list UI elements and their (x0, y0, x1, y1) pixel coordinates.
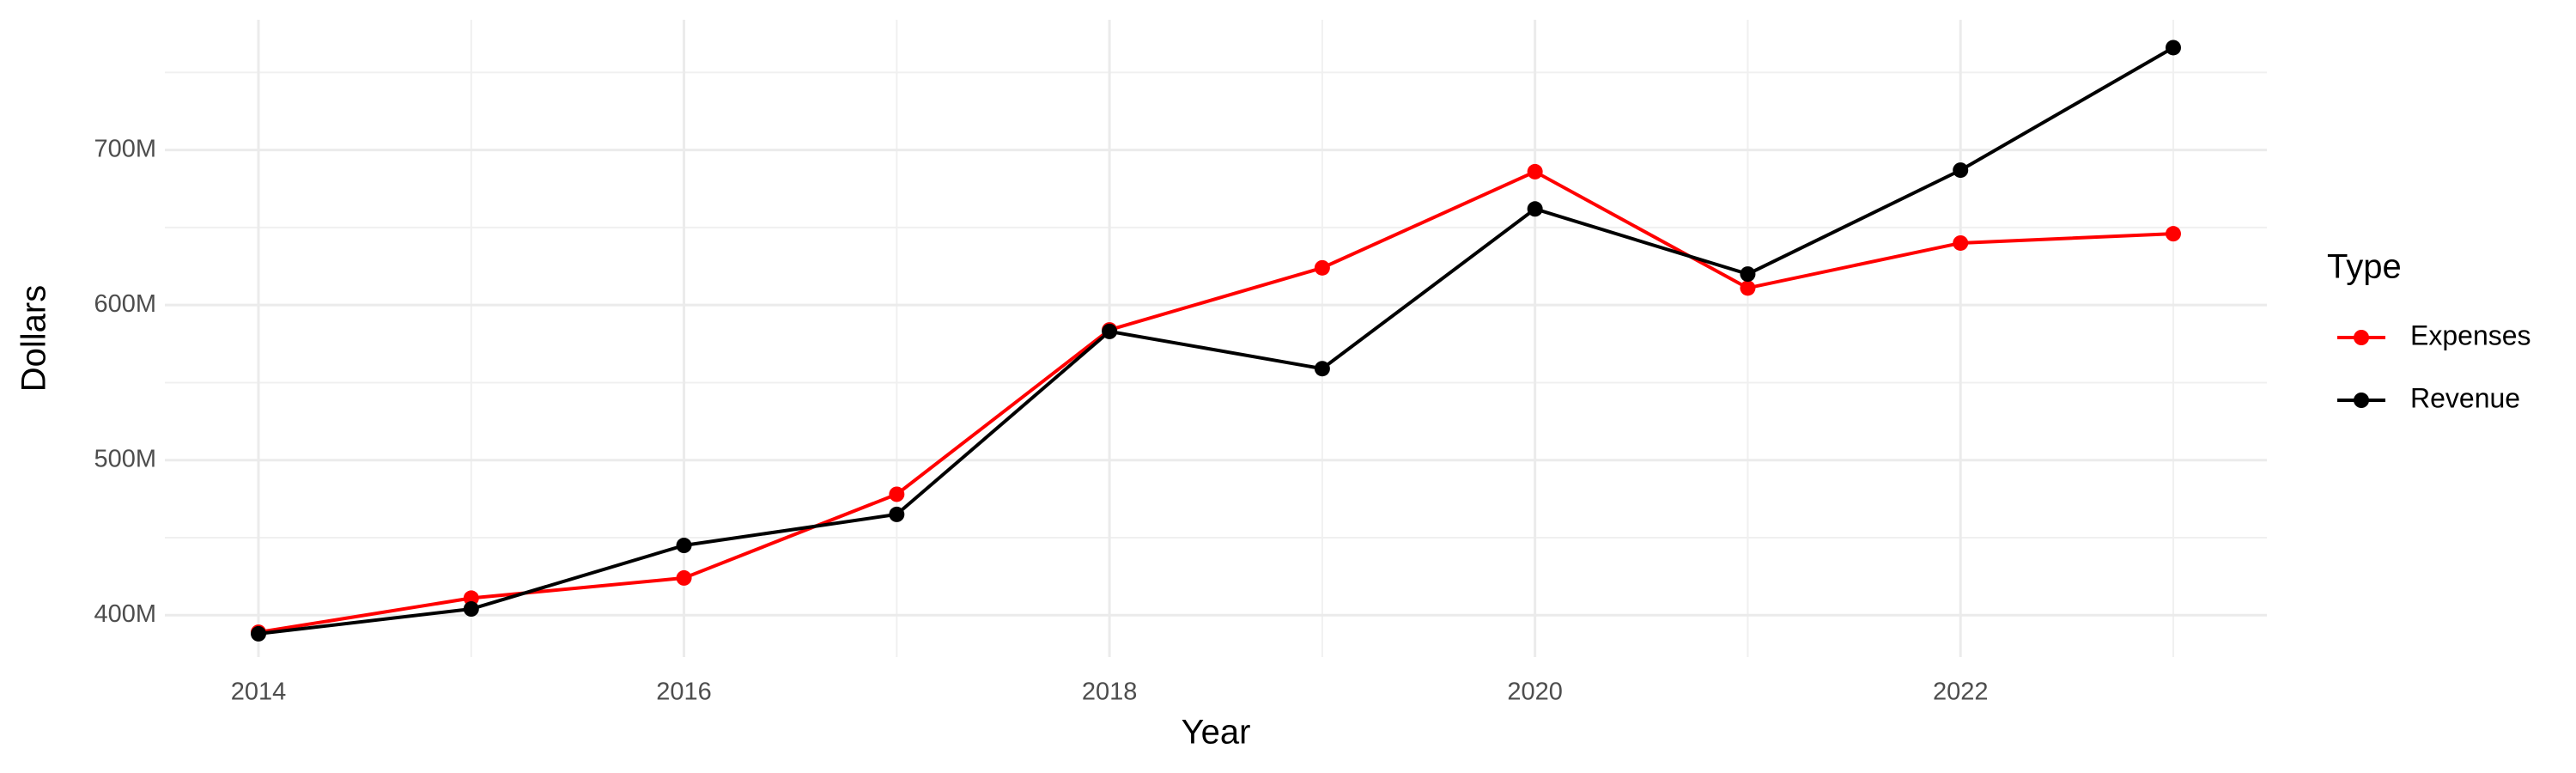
data-point (676, 569, 692, 586)
data-point (2165, 40, 2181, 56)
x-tick-label: 2014 (231, 679, 287, 706)
x-axis-title: Year (1182, 714, 1251, 752)
y-tick-label: 700M (94, 135, 156, 162)
x-tick-label: 2022 (1933, 679, 1989, 706)
data-point (1953, 162, 1969, 179)
data-point (1314, 259, 1330, 276)
legend-label: Revenue (2410, 382, 2520, 413)
data-point (463, 590, 479, 606)
series-line (258, 46, 2174, 636)
data-point (1314, 361, 1330, 377)
legend-key (2354, 393, 2369, 408)
data-point (2165, 226, 2181, 242)
data-point (251, 625, 267, 642)
y-tick-label: 500M (94, 445, 156, 472)
data-point (889, 506, 905, 522)
data-point (1740, 266, 1756, 283)
data-point (1740, 280, 1756, 296)
x-tick-label: 2018 (1082, 679, 1138, 706)
data-point (1527, 163, 1543, 180)
y-axis-title: Dollars (15, 285, 53, 392)
legend-title: Type (2327, 248, 2402, 286)
data-point (463, 601, 479, 618)
x-tick-label: 2016 (656, 679, 712, 706)
legend-label: Expenses (2410, 320, 2531, 350)
series-line (258, 169, 2174, 635)
data-point (1527, 201, 1543, 217)
data-point (1102, 323, 1118, 339)
legend-key (2354, 330, 2369, 345)
x-tick-label: 2020 (1507, 679, 1563, 706)
data-point (1953, 234, 1969, 251)
y-tick-label: 400M (94, 600, 156, 628)
y-tick-label: 600M (94, 290, 156, 318)
data-point (676, 538, 692, 554)
data-point (889, 486, 905, 502)
